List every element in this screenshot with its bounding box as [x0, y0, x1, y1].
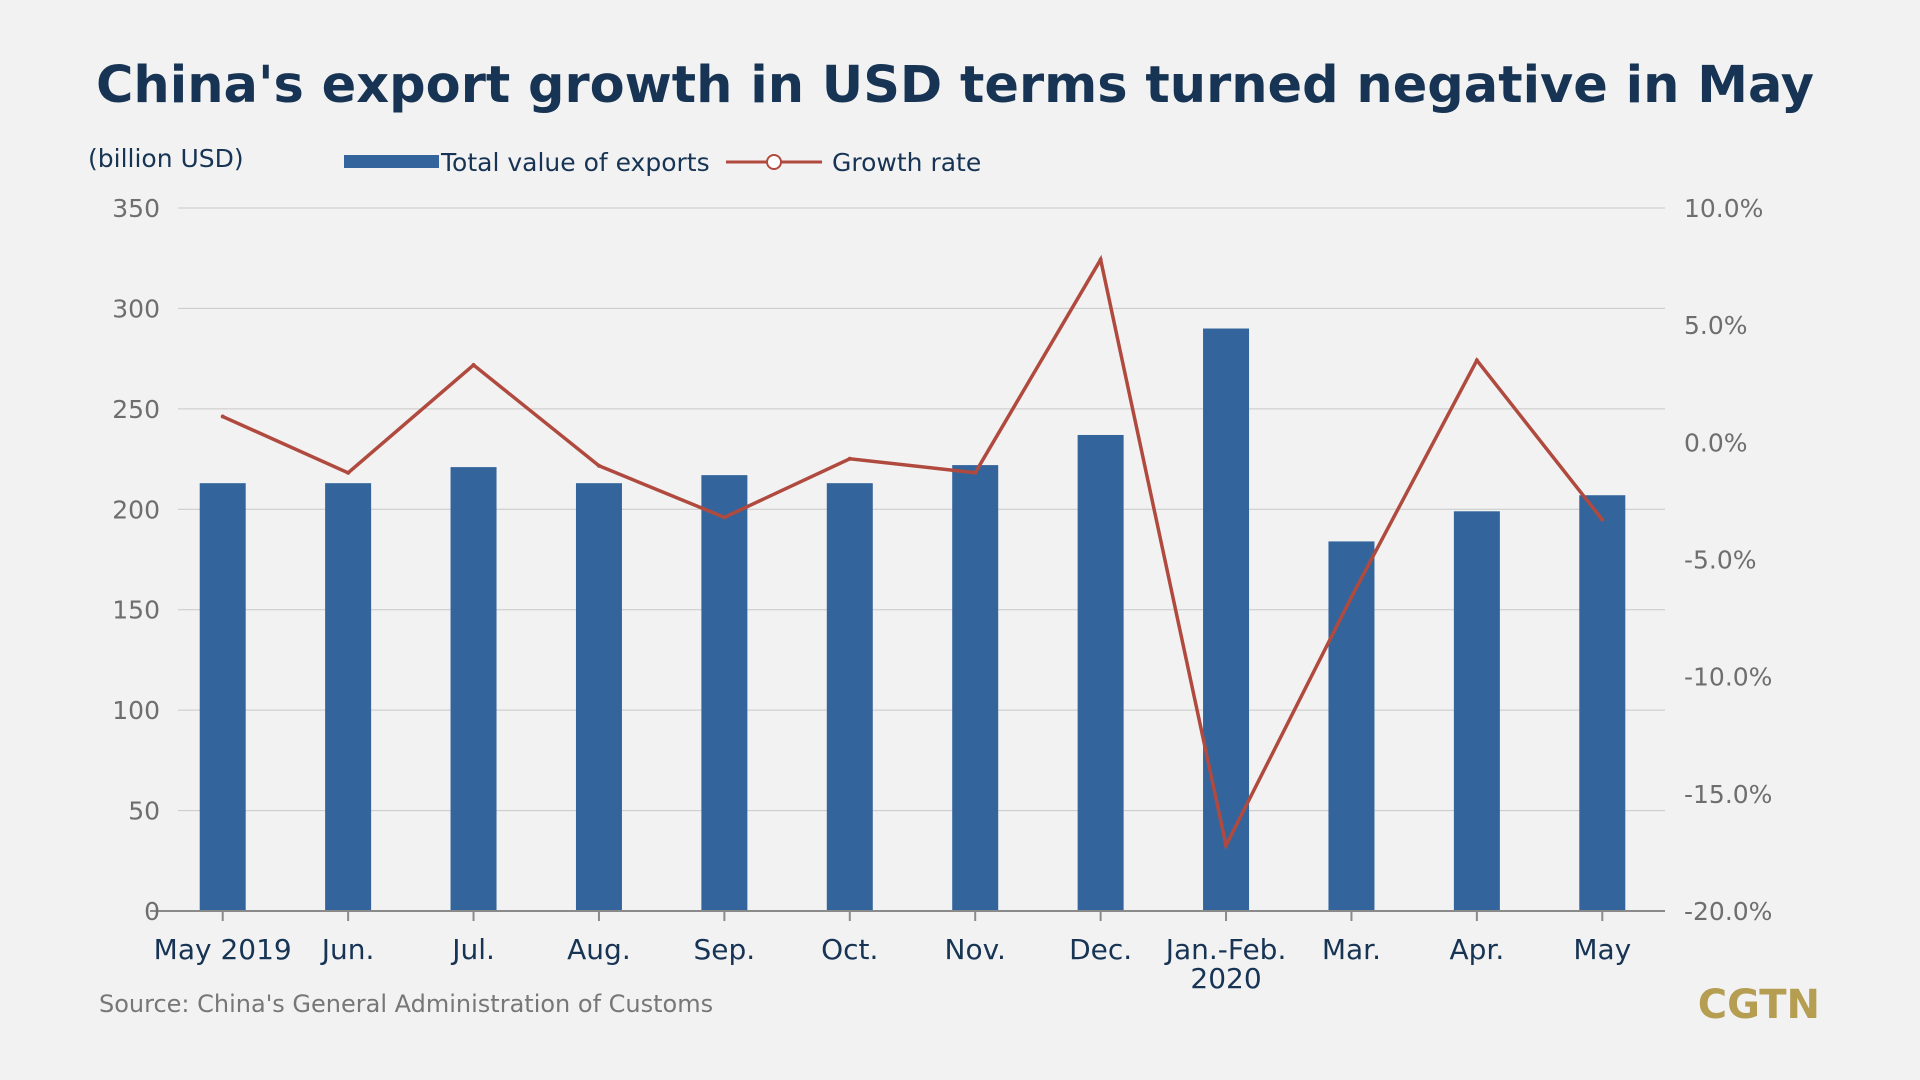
bar: [1077, 434, 1124, 911]
y-right-tick-label: -20.0%: [1684, 897, 1772, 926]
legend: Total value of exports Growth rate: [344, 148, 981, 177]
growth-point: [722, 515, 727, 520]
legend-line-label: Growth rate: [832, 148, 981, 177]
y-right-tick-label: -15.0%: [1684, 780, 1772, 809]
x-tick-label: Jul.: [450, 933, 495, 966]
export-bars: [199, 328, 1626, 911]
bar: [701, 475, 748, 911]
y-left-tick-label: 250: [112, 395, 160, 424]
cgtn-logo: CGTN: [1698, 982, 1820, 1028]
x-tick-label: May 2019: [154, 933, 292, 966]
x-tick-label: 2020: [1190, 962, 1261, 995]
bar: [450, 467, 497, 911]
bar: [1453, 511, 1500, 911]
growth-point: [1474, 358, 1479, 363]
bar: [1579, 495, 1626, 911]
y-left-tick-label: 50: [128, 797, 160, 826]
y-left-tick-label: 0: [144, 897, 160, 926]
y-left-tick-label: 300: [112, 294, 160, 323]
x-tick-label: Oct.: [821, 933, 878, 966]
growth-point: [1349, 594, 1354, 599]
gridlines: [178, 207, 1665, 812]
x-tick-label: Apr.: [1449, 933, 1504, 966]
bar: [952, 465, 999, 911]
unit-label: (billion USD): [88, 144, 244, 173]
growth-point: [1098, 257, 1103, 262]
bar: [575, 483, 622, 911]
bar: [199, 483, 246, 911]
growth-point: [596, 463, 601, 468]
y-right-tick-label: -5.0%: [1684, 546, 1757, 575]
x-tick-label: Mar.: [1322, 933, 1381, 966]
bar: [1203, 328, 1250, 911]
source-note: Source: China's General Administration o…: [99, 990, 713, 1018]
x-tick-label: Jun.: [320, 933, 375, 966]
growth-point: [471, 363, 476, 368]
x-tick-label: May: [1573, 933, 1631, 966]
axes: [150, 910, 1665, 921]
growth-point: [1224, 843, 1229, 848]
bar: [1328, 541, 1375, 911]
legend-line-marker: [766, 154, 782, 170]
y-right-tick-label: -10.0%: [1684, 663, 1772, 692]
growth-point: [1600, 517, 1605, 522]
y-left-tick-label: 100: [112, 696, 160, 725]
y-left-tick-label: 150: [112, 596, 160, 625]
y-right-tick-label: 0.0%: [1684, 428, 1748, 457]
growth-point: [847, 456, 852, 461]
growth-point: [973, 470, 978, 475]
growth-point: [346, 470, 351, 475]
axis-labels: 0 50 100 150 200 250 300 350 -20.0% -15.0% -10.0% -…: [112, 194, 1772, 995]
x-tick-label: Aug.: [567, 933, 631, 966]
y-right-tick-label: 10.0%: [1684, 194, 1763, 223]
bar: [325, 483, 372, 911]
bar: [826, 483, 873, 911]
x-tick-label: Jan.-Feb.: [1164, 933, 1287, 966]
legend-bar-swatch: [344, 155, 439, 168]
y-left-tick-label: 200: [112, 495, 160, 524]
growth-rate-line: [220, 254, 1605, 851]
chart-title: China's export growth in USD terms turne…: [96, 56, 1814, 115]
y-left-tick-label: 350: [112, 194, 160, 223]
x-tick-label: Sep.: [694, 933, 756, 966]
growth-line-path: [221, 254, 1604, 851]
x-tick-label: Nov.: [945, 933, 1006, 966]
growth-point: [220, 414, 225, 419]
y-right-tick-label: 5.0%: [1684, 311, 1748, 340]
legend-bar-label: Total value of exports: [440, 148, 710, 177]
x-tick-label: Dec.: [1069, 933, 1132, 966]
